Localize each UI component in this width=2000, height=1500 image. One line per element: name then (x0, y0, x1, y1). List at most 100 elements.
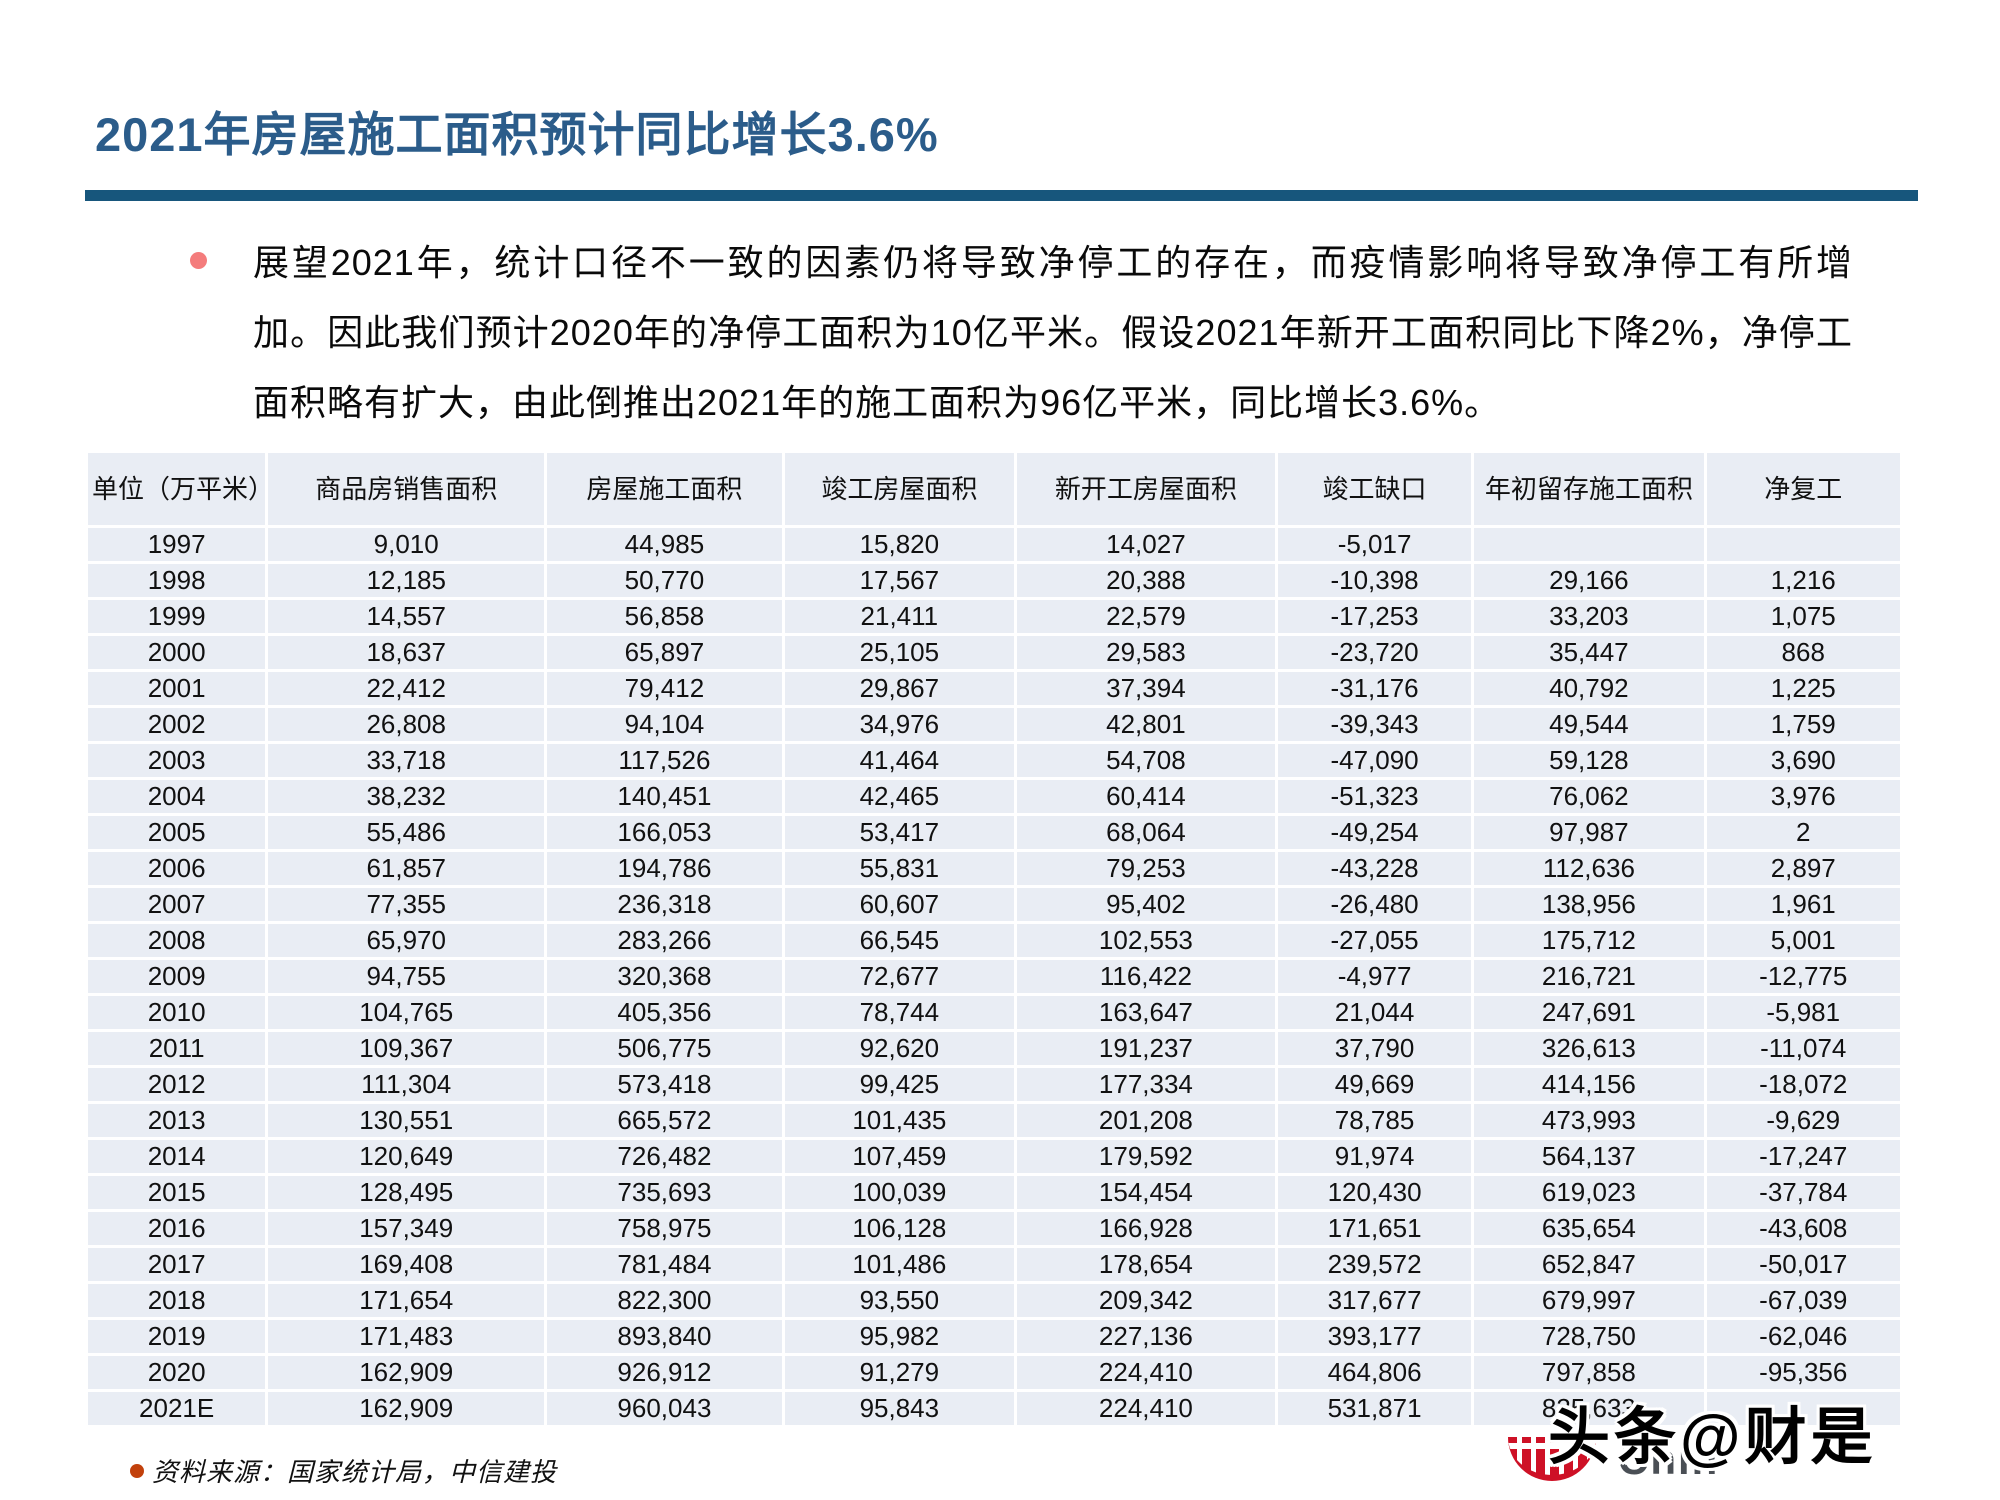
value-cell: 22,412 (268, 672, 545, 705)
table-row: 2020 162,909 926,912 91,279 224,410 464,806 79… (88, 1356, 1900, 1389)
value-cell: -9,629 (1706, 1104, 1900, 1137)
year-cell: 2002 (88, 708, 266, 741)
data-table-head: 单位（万平米） 商品房销售面积 房屋施工面积 竣工房屋面积 新开工房屋面积 竣工缺口 年初留… (88, 453, 1900, 525)
table-row: 2021E 162,909 960,043 95,843 224,410 531,871 8… (88, 1392, 1900, 1425)
value-cell: 37,394 (1016, 672, 1275, 705)
value-cell: 120,430 (1277, 1176, 1472, 1209)
value-cell: 21,044 (1277, 996, 1472, 1029)
year-cell: 2016 (88, 1212, 266, 1245)
value-cell: 893,840 (547, 1320, 782, 1353)
value-cell: 66,545 (784, 924, 1014, 957)
value-cell (1706, 528, 1900, 561)
table-row: 2005 55,486 166,053 53,417 68,064 -49,254 97,9… (88, 816, 1900, 849)
year-cell: 2014 (88, 1140, 266, 1173)
value-cell: 42,801 (1016, 708, 1275, 741)
value-cell: 635,654 (1474, 1212, 1704, 1245)
year-cell: 2020 (88, 1356, 266, 1389)
value-cell: 111,304 (268, 1068, 545, 1101)
value-cell: 236,318 (547, 888, 782, 921)
value-cell: 21,411 (784, 600, 1014, 633)
value-cell: 5,001 (1706, 924, 1900, 957)
value-cell: 216,721 (1474, 960, 1704, 993)
value-cell: 44,985 (547, 528, 782, 561)
year-cell: 2010 (88, 996, 266, 1029)
column-header: 竣工缺口 (1277, 453, 1472, 525)
value-cell: 224,410 (1016, 1356, 1275, 1389)
value-cell: 93,550 (784, 1284, 1014, 1317)
value-cell: -5,017 (1277, 528, 1472, 561)
value-cell: 1,075 (1706, 600, 1900, 633)
value-cell: 728,750 (1474, 1320, 1704, 1353)
value-cell: 79,412 (547, 672, 782, 705)
value-cell: 320,368 (547, 960, 782, 993)
value-cell: -27,055 (1277, 924, 1472, 957)
value-cell: 72,677 (784, 960, 1014, 993)
value-cell: 56,858 (547, 600, 782, 633)
value-cell: 239,572 (1277, 1248, 1472, 1281)
value-cell: 101,435 (784, 1104, 1014, 1137)
value-cell: 25,105 (784, 636, 1014, 669)
table-row: 2008 65,970 283,266 66,545 102,553 -27,055 175… (88, 924, 1900, 957)
value-cell: 163,647 (1016, 996, 1275, 1029)
table-row: 2018 171,654 822,300 93,550 209,342 317,677 67… (88, 1284, 1900, 1317)
column-header: 竣工房屋面积 (784, 453, 1014, 525)
value-cell: -43,608 (1706, 1212, 1900, 1245)
value-cell: 960,043 (547, 1392, 782, 1425)
value-cell: 76,062 (1474, 780, 1704, 813)
value-cell: -50,017 (1706, 1248, 1900, 1281)
summary-paragraph: 展望2021年，统计口径不一致的因素仍将导致净停工的存在，而疫情影响将导致净停工… (253, 242, 1853, 423)
value-cell: 65,970 (268, 924, 545, 957)
table-row: 1999 14,557 56,858 21,411 22,579 -17,253 33,20… (88, 600, 1900, 633)
value-cell: -43,228 (1277, 852, 1472, 885)
value-cell: 29,583 (1016, 636, 1275, 669)
value-cell: 99,425 (784, 1068, 1014, 1101)
year-cell: 2007 (88, 888, 266, 921)
value-cell: -10,398 (1277, 564, 1472, 597)
value-cell: 61,857 (268, 852, 545, 885)
value-cell: 128,495 (268, 1176, 545, 1209)
value-cell: 40,792 (1474, 672, 1704, 705)
value-cell: 473,993 (1474, 1104, 1704, 1137)
value-cell: 2,897 (1706, 852, 1900, 885)
value-cell: 317,677 (1277, 1284, 1472, 1317)
value-cell: 17,567 (784, 564, 1014, 597)
value-cell: 414,156 (1474, 1068, 1704, 1101)
value-cell: 9,010 (268, 528, 545, 561)
value-cell: 33,718 (268, 744, 545, 777)
value-cell: 224,410 (1016, 1392, 1275, 1425)
year-cell: 1998 (88, 564, 266, 597)
year-cell: 2015 (88, 1176, 266, 1209)
value-cell: 112,636 (1474, 852, 1704, 885)
value-cell: 781,484 (547, 1248, 782, 1281)
table-row: 2019 171,483 893,840 95,982 227,136 393,177 72… (88, 1320, 1900, 1353)
value-cell: 191,237 (1016, 1032, 1275, 1065)
value-cell: -37,784 (1706, 1176, 1900, 1209)
value-cell: 15,820 (784, 528, 1014, 561)
source-note: 资料来源：国家统计局，中信建投 (152, 1458, 558, 1487)
table-row: 1997 9,010 44,985 15,820 14,027 -5,017 (88, 528, 1900, 561)
value-cell: 166,928 (1016, 1212, 1275, 1245)
value-cell: -18,072 (1706, 1068, 1900, 1101)
column-header: 年初留存施工面积 (1474, 453, 1704, 525)
value-cell: 54,708 (1016, 744, 1275, 777)
table-container: 单位（万平米） 商品房销售面积 房屋施工面积 竣工房屋面积 新开工房屋面积 竣工缺口 年初留… (85, 450, 1903, 1428)
year-cell: 2003 (88, 744, 266, 777)
value-cell: -62,046 (1706, 1320, 1900, 1353)
value-cell: 665,572 (547, 1104, 782, 1137)
year-cell: 2013 (88, 1104, 266, 1137)
table-row: 2001 22,412 79,412 29,867 37,394 -31,176 40,79… (88, 672, 1900, 705)
value-cell: 33,203 (1474, 600, 1704, 633)
value-cell: 868 (1706, 636, 1900, 669)
value-cell: 797,858 (1474, 1356, 1704, 1389)
year-cell: 2018 (88, 1284, 266, 1317)
table-row: 2009 94,755 320,368 72,677 116,422 -4,977 216,… (88, 960, 1900, 993)
value-cell (1706, 1392, 1900, 1425)
value-cell: 109,367 (268, 1032, 545, 1065)
value-cell: 37,790 (1277, 1032, 1472, 1065)
value-cell: 22,579 (1016, 600, 1275, 633)
value-cell: 14,027 (1016, 528, 1275, 561)
value-cell: 175,712 (1474, 924, 1704, 957)
table-row: 2015 128,495 735,693 100,039 154,454 120,430 6… (88, 1176, 1900, 1209)
year-cell: 2000 (88, 636, 266, 669)
value-cell: 29,166 (1474, 564, 1704, 597)
